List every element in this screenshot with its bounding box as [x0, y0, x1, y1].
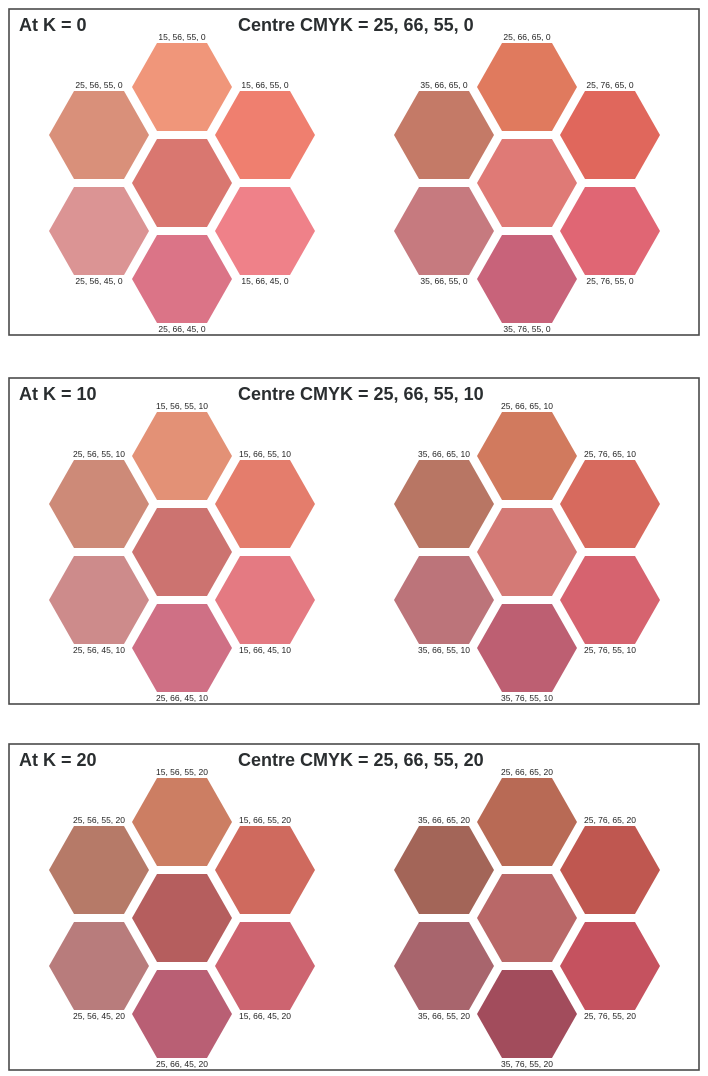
hex-swatch-lower-left [49, 187, 149, 275]
hex-label: 25, 66, 45, 20 [156, 1059, 208, 1069]
hex-label: 15, 66, 55, 10 [239, 449, 291, 459]
hex-swatch-upper-left [394, 460, 494, 548]
hex-swatch-upper-left [49, 826, 149, 914]
hex-swatch-lower-right [215, 556, 315, 644]
hex-cluster: 15, 56, 55, 10 25, 56, 55, 10 15, 66, 55, … [49, 401, 315, 703]
hex-swatch-upper-right [560, 826, 660, 914]
hex-label: 25, 56, 45, 0 [75, 276, 123, 286]
hex-label: 25, 76, 65, 20 [584, 815, 636, 825]
hex-swatch-bottom [477, 604, 577, 692]
hex-swatch-lower-right [560, 922, 660, 1010]
hex-swatch-center [477, 508, 577, 596]
hex-swatch-center [132, 139, 232, 227]
hex-label: 25, 66, 65, 0 [503, 32, 551, 42]
hex-cluster: 25, 66, 65, 0 35, 66, 65, 0 25, 76, 65, 0 3… [394, 32, 660, 334]
centre-cmyk-label: Centre CMYK = 25, 66, 55, 20 [238, 750, 484, 770]
hex-label: 35, 76, 55, 10 [501, 693, 553, 703]
hex-swatch-bottom [477, 235, 577, 323]
hex-label: 15, 56, 55, 10 [156, 401, 208, 411]
hex-label: 25, 76, 55, 20 [584, 1011, 636, 1021]
hex-label: 25, 66, 45, 0 [158, 324, 206, 334]
hex-label: 25, 76, 55, 0 [586, 276, 634, 286]
hex-swatch-upper-right [560, 91, 660, 179]
hex-label: 35, 66, 55, 0 [420, 276, 468, 286]
panel: At K = 0 Centre CMYK = 25, 66, 55, 015, 5… [8, 8, 700, 336]
hex-label: 35, 76, 55, 0 [503, 324, 551, 334]
hex-label: 25, 76, 65, 10 [584, 449, 636, 459]
hex-label: 25, 56, 55, 20 [73, 815, 125, 825]
hex-swatch-top [477, 43, 577, 131]
hex-swatch-center [132, 874, 232, 962]
hex-label: 35, 66, 65, 10 [418, 449, 470, 459]
hex-swatch-top [132, 412, 232, 500]
hex-label: 25, 56, 45, 10 [73, 645, 125, 655]
hex-swatch-bottom [477, 970, 577, 1058]
hex-swatch-upper-left [394, 826, 494, 914]
hex-swatch-bottom [132, 970, 232, 1058]
hex-label: 15, 56, 55, 20 [156, 767, 208, 777]
hex-label: 15, 66, 45, 20 [239, 1011, 291, 1021]
hex-label: 15, 66, 55, 0 [241, 80, 289, 90]
hex-swatch-top [132, 778, 232, 866]
hex-swatch-lower-right [560, 187, 660, 275]
hex-swatch-bottom [132, 235, 232, 323]
panel: At K = 10 Centre CMYK = 25, 66, 55, 1015,… [8, 377, 700, 705]
hex-cluster: 15, 56, 55, 20 25, 56, 55, 20 15, 66, 55, … [49, 767, 315, 1069]
hex-swatch-bottom [132, 604, 232, 692]
hex-swatch-lower-left [394, 922, 494, 1010]
hex-label: 15, 66, 45, 10 [239, 645, 291, 655]
hex-swatch-upper-right [560, 460, 660, 548]
hex-label: 25, 66, 45, 10 [156, 693, 208, 703]
hex-swatch-upper-right [215, 826, 315, 914]
centre-cmyk-label: Centre CMYK = 25, 66, 55, 10 [238, 384, 484, 404]
hex-swatch-upper-left [394, 91, 494, 179]
hex-cluster: 15, 56, 55, 0 25, 56, 55, 0 15, 66, 55, 0 2… [49, 32, 315, 334]
hex-label: 35, 66, 65, 20 [418, 815, 470, 825]
hex-label: 15, 66, 45, 0 [241, 276, 289, 286]
hex-swatch-upper-left [49, 460, 149, 548]
hex-label: 25, 56, 55, 0 [75, 80, 123, 90]
hex-swatch-center [477, 874, 577, 962]
hex-swatch-center [132, 508, 232, 596]
hex-swatch-top [477, 412, 577, 500]
hex-label: 35, 66, 55, 20 [418, 1011, 470, 1021]
hex-swatch-lower-left [394, 556, 494, 644]
hex-swatch-top [132, 43, 232, 131]
hex-label: 25, 76, 65, 0 [586, 80, 634, 90]
hex-swatch-lower-right [560, 556, 660, 644]
hex-label: 15, 66, 55, 20 [239, 815, 291, 825]
hex-swatch-center [477, 139, 577, 227]
hex-label: 15, 56, 55, 0 [158, 32, 206, 42]
panel: At K = 20 Centre CMYK = 25, 66, 55, 2015,… [8, 743, 700, 1071]
hex-cluster: 25, 66, 65, 10 35, 66, 65, 10 25, 76, 65, … [394, 401, 660, 703]
hex-label: 35, 66, 55, 10 [418, 645, 470, 655]
hex-label: 35, 76, 55, 20 [501, 1059, 553, 1069]
hex-swatch-lower-right [215, 187, 315, 275]
hex-swatch-lower-left [49, 922, 149, 1010]
centre-cmyk-label: Centre CMYK = 25, 66, 55, 0 [238, 15, 474, 35]
hex-cluster: 25, 66, 65, 20 35, 66, 65, 20 25, 76, 65, … [394, 767, 660, 1069]
hex-label: 25, 76, 55, 10 [584, 645, 636, 655]
hex-swatch-lower-right [215, 922, 315, 1010]
hex-label: 35, 66, 65, 0 [420, 80, 468, 90]
panel-title: At K = 20 [19, 750, 97, 770]
hex-swatch-upper-right [215, 91, 315, 179]
panel-title: At K = 10 [19, 384, 97, 404]
hex-label: 25, 66, 65, 10 [501, 401, 553, 411]
hex-label: 25, 56, 55, 10 [73, 449, 125, 459]
hex-swatch-lower-left [49, 556, 149, 644]
hex-label: 25, 56, 45, 20 [73, 1011, 125, 1021]
panel-title: At K = 0 [19, 15, 87, 35]
hex-label: 25, 66, 65, 20 [501, 767, 553, 777]
hex-swatch-top [477, 778, 577, 866]
hex-swatch-upper-left [49, 91, 149, 179]
hex-swatch-lower-left [394, 187, 494, 275]
hex-swatch-upper-right [215, 460, 315, 548]
